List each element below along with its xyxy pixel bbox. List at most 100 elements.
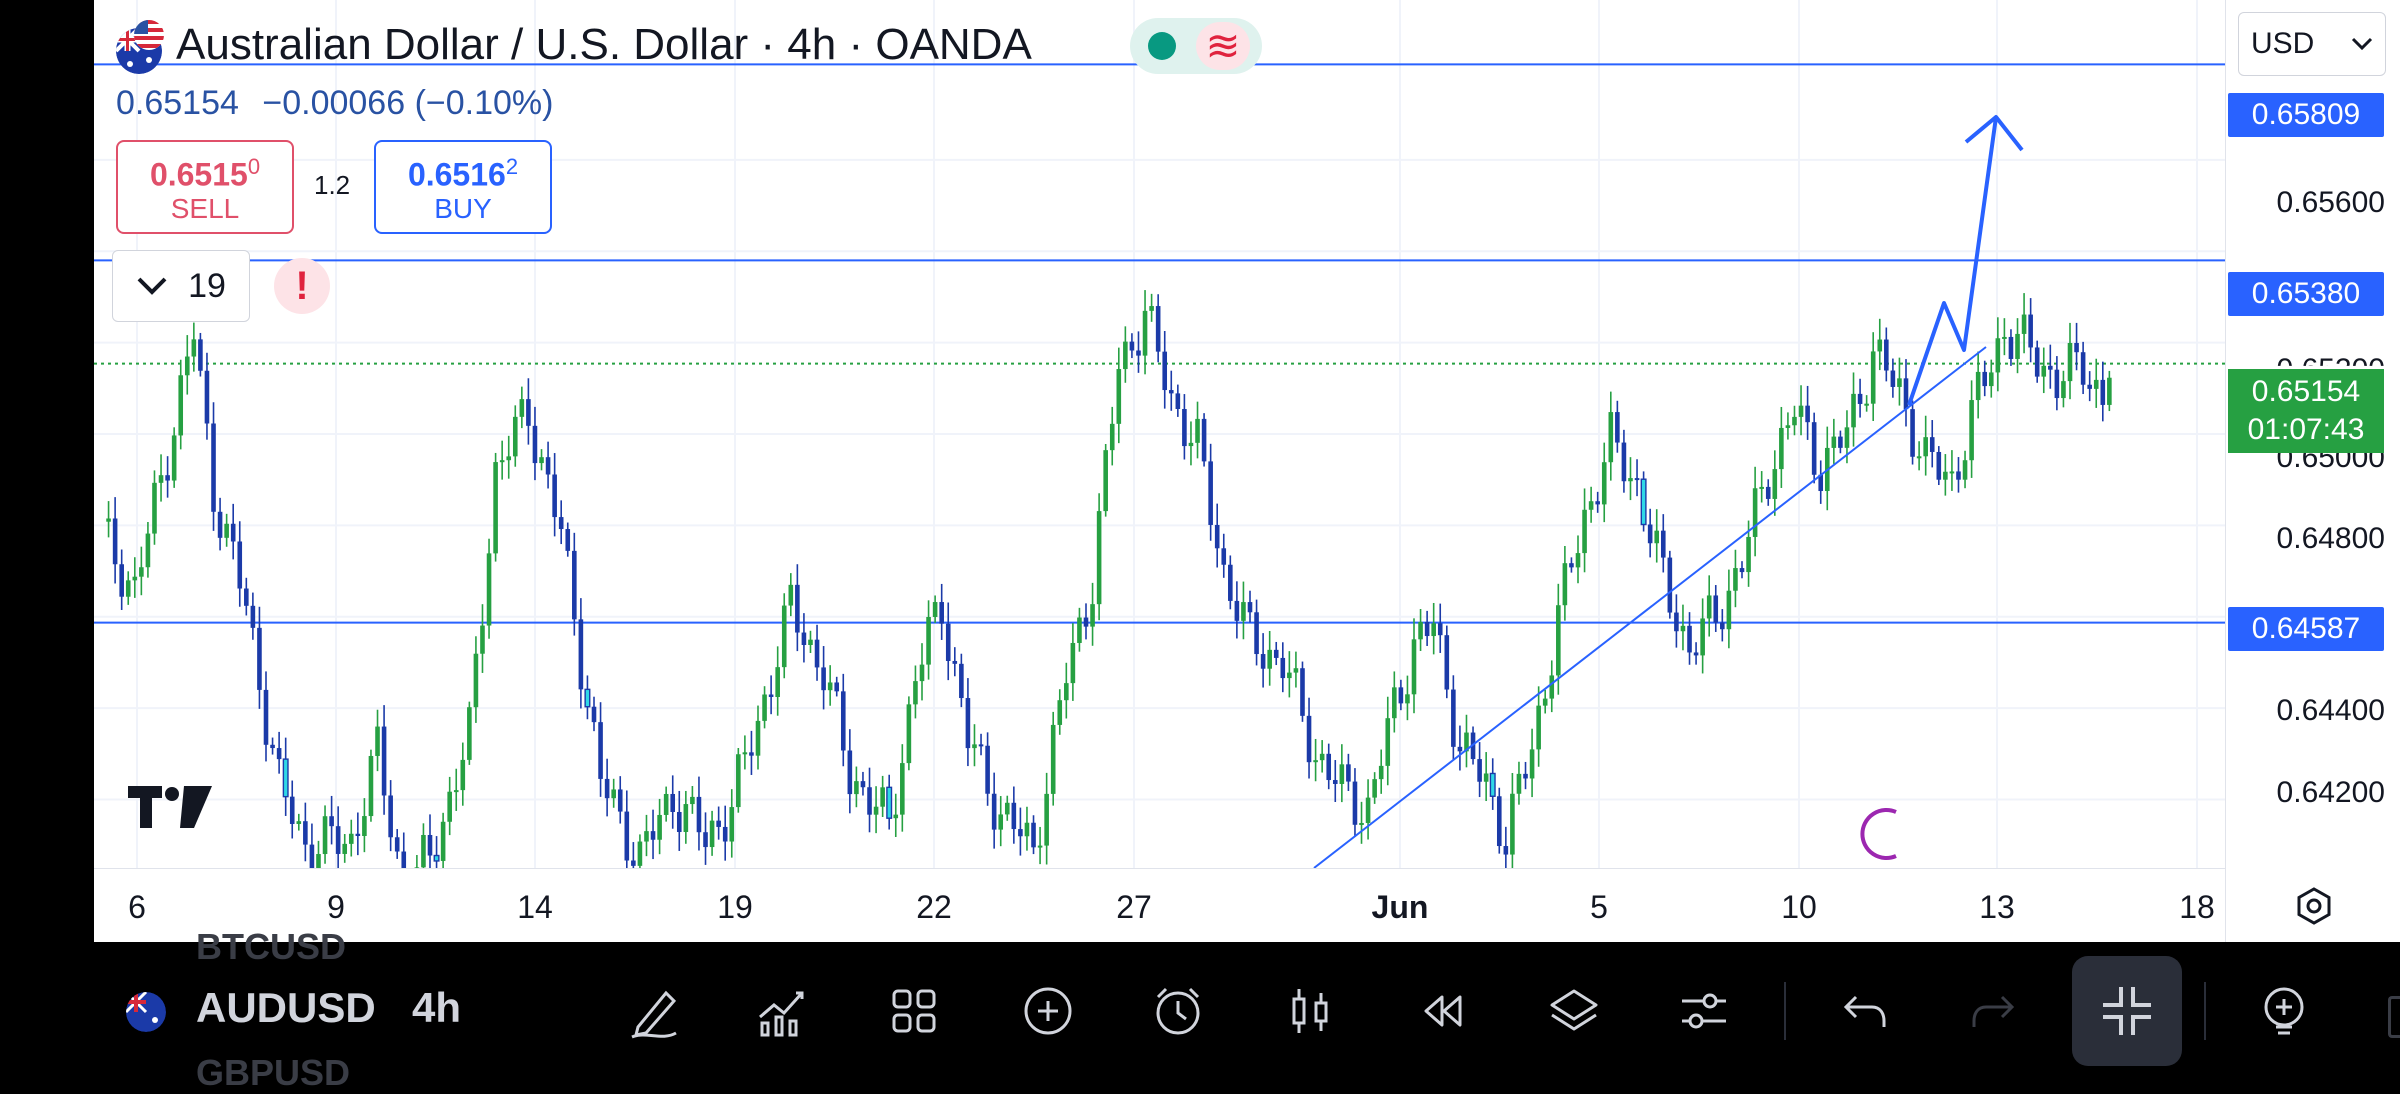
replay-icon[interactable]: [1400, 969, 1484, 1053]
time-axis-label: 6: [128, 889, 146, 925]
candle-body: [1877, 339, 1883, 352]
candle-body: [1621, 442, 1627, 482]
currency-select[interactable]: USD: [2238, 12, 2386, 76]
candle-body: [873, 806, 879, 815]
overflow-edge: [2388, 996, 2400, 1038]
collapse-button[interactable]: [2072, 956, 2182, 1066]
symbol-flag-icon: [126, 992, 166, 1032]
candle-body: [1444, 635, 1450, 690]
loading-spinner-icon: [1856, 806, 1908, 862]
candle-body: [808, 639, 813, 646]
candlestick-chart[interactable]: [94, 0, 2225, 868]
candle-body: [322, 816, 328, 855]
candle-body: [1706, 595, 1712, 619]
candle-body: [1779, 427, 1784, 470]
add-pro-icon[interactable]: [2242, 969, 2326, 1053]
tradingview-logo: [128, 786, 212, 830]
candle-body: [1739, 568, 1745, 573]
candle-body: [460, 759, 466, 791]
candle-body: [886, 786, 893, 819]
candle-body: [532, 425, 538, 464]
candle-body: [1037, 845, 1043, 848]
candle-body: [1588, 501, 1594, 510]
symbol-selector[interactable]: AUDUSD: [196, 984, 376, 1031]
chart-canvas[interactable]: Australian Dollar / U.S. Dollar · 4h · O…: [94, 0, 2225, 868]
candle-body: [545, 457, 551, 475]
candle-type-icon[interactable]: [1268, 969, 1352, 1053]
candle-body: [1647, 524, 1653, 544]
candle-body: [1024, 822, 1030, 837]
candle-body: [2028, 314, 2033, 348]
chart-settings-icon[interactable]: [2294, 886, 2334, 926]
candle-body: [1903, 378, 1909, 410]
candle-body: [348, 833, 354, 844]
candle-body: [1549, 675, 1555, 699]
wave-icon: ≋: [1196, 22, 1250, 70]
redo-icon[interactable]: [1952, 969, 2036, 1053]
candle-body: [1162, 351, 1168, 391]
candle-body: [945, 623, 951, 661]
candle-body: [1398, 687, 1404, 704]
candle-body: [939, 602, 944, 624]
price-axis-label: 0.64400: [2276, 694, 2385, 727]
candle-body: [598, 722, 603, 779]
timeframe-selector[interactable]: 4h: [412, 984, 462, 1031]
candle-body: [795, 584, 800, 633]
candle-body: [467, 707, 472, 760]
draw-icon[interactable]: [612, 969, 696, 1053]
buy-button[interactable]: 0.65162 BUY: [374, 140, 552, 234]
time-axis[interactable]: 6 9 14 19 22 27 Jun 5 10 13 18: [94, 868, 2225, 943]
projection-arrow: [1907, 116, 1998, 406]
layouts-icon[interactable]: [872, 969, 956, 1053]
candle-body: [486, 553, 492, 626]
layers-icon[interactable]: [1532, 969, 1616, 1053]
candle-body: [132, 576, 138, 581]
candle-body: [847, 750, 853, 795]
candle-body: [1746, 536, 1751, 573]
candle-body: [978, 744, 984, 747]
candle-body: [1510, 793, 1515, 855]
candle-body: [703, 832, 708, 848]
candle-body: [696, 796, 702, 833]
candle-body: [217, 511, 223, 538]
candle-body: [519, 399, 525, 417]
candle-body: [191, 339, 197, 357]
sell-label: SELL: [170, 192, 240, 224]
candle-body: [2087, 384, 2092, 389]
market-status-pill[interactable]: ≋: [1130, 18, 1262, 74]
candle-body: [867, 787, 872, 815]
candle-body: [270, 744, 275, 749]
candle-body: [1615, 412, 1620, 443]
indicators-legend-toggle[interactable]: 19: [112, 250, 250, 322]
candle-body: [1640, 478, 1647, 526]
toolbar-divider: [2204, 982, 2206, 1040]
indicators-icon[interactable]: [740, 969, 824, 1053]
warning-icon[interactable]: !: [274, 258, 330, 314]
undo-icon[interactable]: [1822, 969, 1906, 1053]
symbol-title[interactable]: Australian Dollar / U.S. Dollar · 4h · O…: [176, 20, 1032, 69]
candle-body: [1168, 390, 1174, 394]
add-icon[interactable]: [1006, 969, 1090, 1053]
sell-button[interactable]: 0.65150 SELL: [116, 140, 294, 234]
candle-body: [1700, 618, 1705, 656]
candle-body: [1542, 698, 1548, 706]
time-axis-label: 10: [1781, 889, 1817, 925]
candle-body: [440, 821, 446, 861]
candle-body: [257, 627, 262, 690]
settings-sliders-icon[interactable]: [1662, 969, 1746, 1053]
candle-body: [499, 460, 505, 463]
alert-clock-icon[interactable]: [1136, 969, 1220, 1053]
candle-body: [991, 793, 997, 830]
candle-body: [1601, 462, 1607, 505]
candle-body: [1562, 563, 1568, 606]
candle-body: [368, 755, 374, 817]
last-price: 0.65154: [2251, 375, 2361, 408]
candle-body: [821, 667, 826, 691]
candle-body: [1300, 668, 1305, 716]
toolbar-divider: [1784, 982, 1786, 1040]
candle-body: [276, 748, 282, 760]
candle-body: [394, 837, 400, 852]
candle-body: [2074, 342, 2079, 353]
price-axis[interactable]: USD 0.65600 0.65000 0.64800 0.64400 0.64200 …: [2225, 0, 2400, 942]
candle-body: [1608, 412, 1614, 463]
